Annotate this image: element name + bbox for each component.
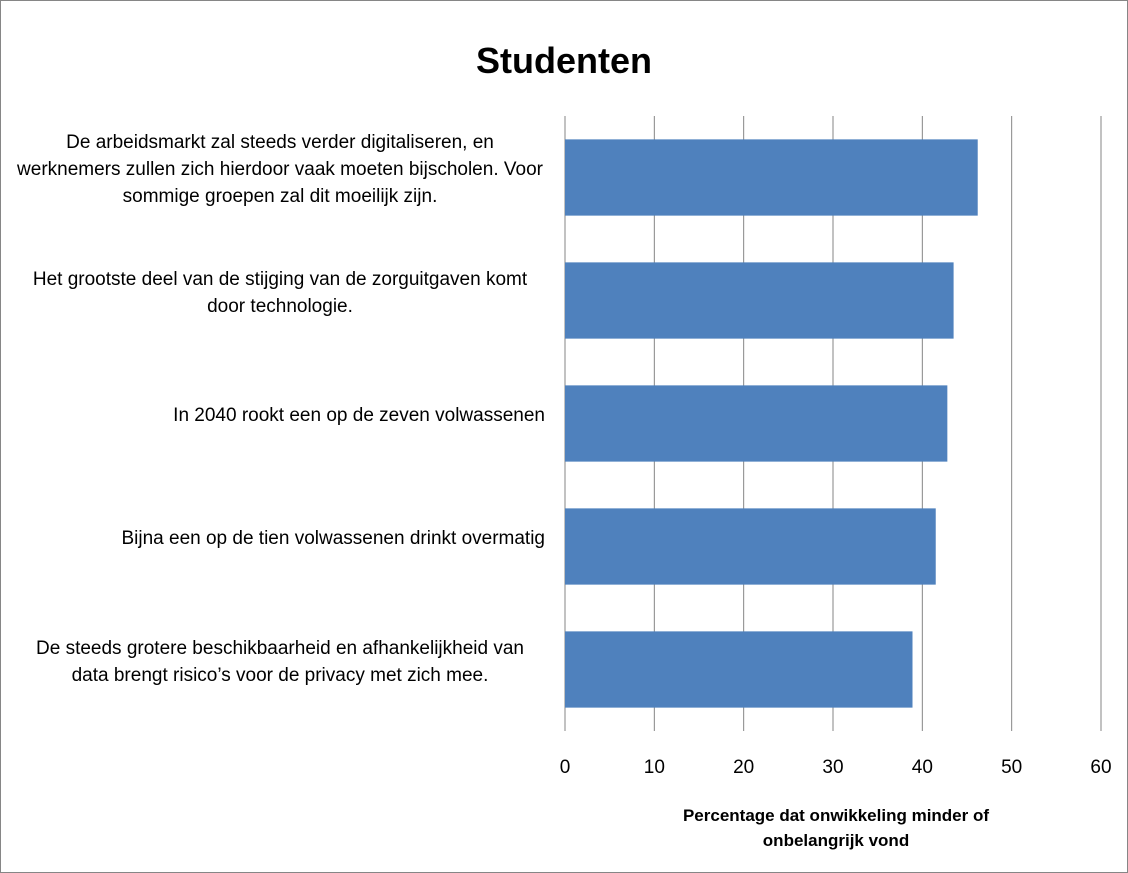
y-tick-label: Bijna een op de tien volwassenen drinkt … [121, 528, 545, 549]
x-tick-label: 50 [1001, 757, 1022, 778]
x-axis-title: Percentage dat onwikkeling minder of onb… [682, 806, 990, 850]
bar [565, 385, 948, 462]
y-tick-label: De arbeidsmarkt zal steeds verder digita… [17, 132, 543, 207]
x-tick-label: 40 [912, 757, 933, 778]
bar [565, 262, 954, 339]
x-tick-label: 30 [822, 757, 843, 778]
y-tick-label: De steeds grotere beschikbaarheid en afh… [36, 637, 524, 686]
x-tick-label: 10 [644, 757, 665, 778]
y-tick-label-box: De arbeidsmarkt zal steeds verder digita… [15, 110, 545, 230]
y-tick-label-box: Het grootste deel van de stijging van de… [15, 233, 545, 353]
x-tick-label: 0 [560, 757, 571, 778]
bar [565, 508, 936, 585]
y-tick-label-box: In 2040 rookt een op de zeven volwassene… [15, 356, 545, 476]
x-tick-label: 60 [1090, 757, 1111, 778]
y-tick-label: Het grootste deel van de stijging van de… [32, 268, 528, 317]
x-tick-label: 20 [733, 757, 754, 778]
bar [565, 139, 978, 216]
y-tick-label-box: Bijna een op de tien volwassenen drinkt … [15, 479, 545, 599]
bar [565, 631, 913, 708]
chart-title: Studenten [476, 40, 652, 81]
y-tick-label: In 2040 rookt een op de zeven volwassene… [173, 405, 545, 426]
y-tick-label-box: De steeds grotere beschikbaarheid en afh… [15, 602, 545, 722]
